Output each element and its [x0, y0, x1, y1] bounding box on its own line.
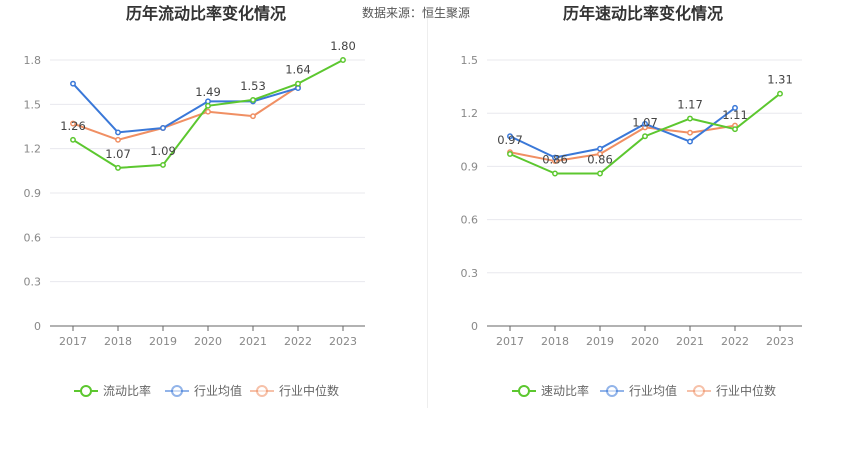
- x-tick-label: 2023: [329, 335, 357, 348]
- data-point: [205, 102, 211, 109]
- data-point: [205, 108, 211, 115]
- data-point: [687, 138, 693, 145]
- x-tick-label: 2019: [149, 335, 177, 348]
- legend-label: 行业中位数: [279, 383, 339, 398]
- data-label: 1.17: [677, 98, 703, 112]
- data-label: 1.49: [195, 85, 221, 99]
- data-label: 1.07: [632, 115, 658, 129]
- y-tick-label: 1.2: [24, 143, 42, 156]
- y-tick-label: 1.5: [24, 98, 42, 111]
- legend-label: 行业均值: [194, 383, 242, 398]
- legend-swatch-marker: [256, 385, 268, 397]
- y-tick-label: 0: [471, 320, 478, 333]
- chart-title: 历年速动比率变化情况: [563, 4, 723, 23]
- y-tick-label: 1.5: [461, 54, 479, 67]
- series-line-3: [509, 124, 736, 163]
- data-point: [552, 170, 558, 177]
- data-label: 1.64: [285, 63, 311, 77]
- data-label: 1.53: [240, 79, 266, 93]
- legend-label: 流动比率: [103, 383, 151, 398]
- legend-swatch-marker: [80, 385, 92, 397]
- data-point: [115, 136, 121, 143]
- data-label: 1.26: [60, 119, 86, 133]
- data-label: 1.07: [105, 147, 131, 161]
- legend-item: 速动比率: [512, 383, 589, 398]
- legend-item: 行业中位数: [687, 383, 776, 398]
- x-tick-label: 2018: [104, 335, 132, 348]
- legend-label: 行业中位数: [716, 383, 776, 398]
- y-tick-label: 1.2: [461, 107, 479, 120]
- x-tick-label: 2022: [284, 335, 312, 348]
- y-tick-label: 0.9: [461, 160, 479, 173]
- x-tick-label: 2019: [586, 335, 614, 348]
- legend-item: 流动比率: [74, 383, 151, 398]
- chart-title: 历年流动比率变化情况: [126, 4, 286, 23]
- data-point: [70, 80, 76, 87]
- data-point: [597, 151, 603, 157]
- data-source-label: 数据来源：恒生聚源: [362, 5, 470, 20]
- x-tick-label: 2020: [194, 335, 222, 348]
- data-point: [160, 161, 166, 168]
- series-line-2: [72, 82, 299, 134]
- data-point: [250, 113, 256, 120]
- data-label: 1.11: [722, 108, 748, 122]
- data-point: [642, 133, 648, 140]
- data-point: [70, 120, 76, 127]
- data-point: [70, 136, 76, 143]
- legend-item: 行业中位数: [250, 383, 339, 398]
- y-tick-label: 0.6: [24, 231, 42, 244]
- data-point: [115, 129, 121, 136]
- data-point: [115, 164, 121, 171]
- data-point: [687, 129, 693, 136]
- x-tick-label: 2021: [676, 335, 704, 348]
- data-label: 0.86: [542, 152, 568, 166]
- data-point: [340, 57, 346, 63]
- y-tick-label: 0.3: [461, 267, 479, 280]
- series-line-2: [509, 107, 736, 159]
- panel-divider: [427, 10, 428, 408]
- legend-item: 行业均值: [165, 383, 242, 398]
- data-point: [507, 151, 513, 157]
- data-label: 0.97: [497, 133, 523, 147]
- data-point: [552, 154, 558, 161]
- data-point: [160, 125, 166, 131]
- x-tick-label: 2017: [59, 335, 87, 348]
- legend-item: 行业均值: [600, 383, 677, 398]
- y-tick-label: 0.6: [461, 214, 479, 227]
- data-point: [687, 115, 693, 122]
- y-tick-label: 1.8: [24, 54, 42, 67]
- chart-panel-2: 历年速动比率变化情况 0 0.3 0.6 0.9 1.2 1.5 2017 2018 2019 20…: [461, 4, 802, 398]
- data-point: [250, 96, 256, 103]
- data-point: [597, 145, 603, 152]
- data-point: [507, 133, 513, 140]
- data-label: 0.86: [587, 152, 613, 166]
- chart-panel-1: 历年流动比率变化情况 0 0.3 0.6 0.9 1.2 1.5 1.8 2017 2018 201…: [24, 4, 365, 398]
- data-point: [642, 120, 648, 127]
- data-point: [732, 104, 738, 111]
- legend-label: 速动比率: [541, 383, 589, 398]
- y-tick-label: 0: [34, 320, 41, 333]
- data-point: [597, 170, 603, 177]
- y-tick-label: 0.9: [24, 187, 42, 200]
- y-tick-label: 0.3: [24, 276, 42, 289]
- data-point: [777, 90, 783, 97]
- x-tick-label: 2020: [631, 335, 659, 348]
- x-tick-label: 2018: [541, 335, 569, 348]
- legend-swatch-marker: [693, 385, 705, 397]
- legend-swatch-marker: [606, 385, 618, 397]
- x-tick-label: 2022: [721, 335, 749, 348]
- legend-label: 行业均值: [629, 383, 677, 398]
- data-label: 1.31: [767, 73, 793, 87]
- legend-swatch-marker: [171, 385, 183, 397]
- x-tick-label: 2023: [766, 335, 794, 348]
- legend-swatch-marker: [518, 385, 530, 397]
- series-line-3: [72, 85, 299, 141]
- data-point: [295, 80, 301, 87]
- x-tick-label: 2021: [239, 335, 267, 348]
- data-point: [732, 126, 738, 133]
- data-label: 1.09: [150, 144, 176, 158]
- x-tick-label: 2017: [496, 335, 524, 348]
- data-label: 1.80: [330, 39, 356, 53]
